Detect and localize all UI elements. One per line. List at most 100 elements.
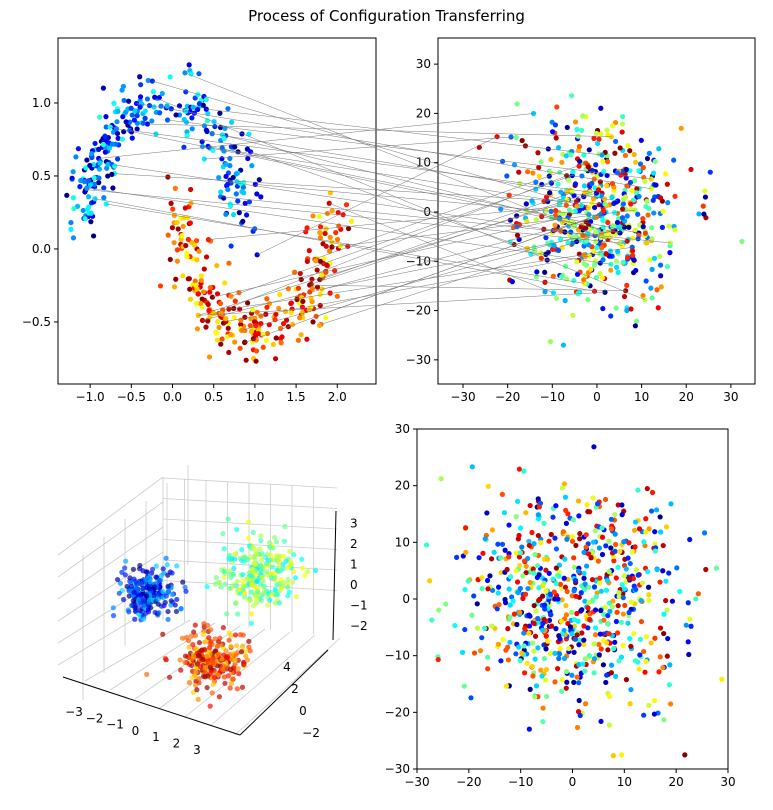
final-point — [585, 509, 591, 515]
transfer-point — [666, 223, 672, 229]
final-point — [592, 632, 599, 638]
transfer-point — [541, 226, 547, 232]
transfer-point — [575, 133, 581, 139]
final-point — [581, 575, 587, 581]
final-point — [489, 623, 495, 629]
final-point — [661, 630, 667, 637]
final-point — [503, 683, 510, 689]
final-point — [563, 668, 570, 675]
input-point — [197, 300, 203, 306]
3d-point-red-orange — [189, 662, 195, 669]
input-point — [278, 340, 284, 346]
transfer-point — [533, 217, 539, 223]
input-point — [133, 100, 140, 107]
transfer-connection-line — [152, 80, 589, 209]
final-point — [585, 605, 591, 611]
3d-point-green-yellow — [281, 538, 287, 544]
transfer-point — [574, 126, 580, 133]
3d-point-green-yellow — [273, 592, 279, 598]
final-point — [657, 579, 663, 585]
final-point — [575, 568, 582, 574]
input-point — [204, 118, 210, 124]
final-point — [608, 662, 615, 668]
transfer-connection-line — [320, 225, 626, 325]
3d-point-green-yellow — [252, 555, 258, 562]
transfer-point — [604, 183, 610, 189]
3d-point-red-orange — [232, 632, 239, 638]
final-point — [652, 529, 658, 535]
transfer-connection-line — [114, 173, 605, 205]
transfer-point — [571, 277, 577, 284]
final-point — [592, 528, 598, 534]
input-point — [89, 154, 95, 161]
input-point — [226, 306, 232, 312]
input-point — [219, 156, 225, 162]
final-point — [500, 636, 506, 643]
3d-point-red-orange — [144, 671, 150, 677]
final-point — [569, 534, 576, 540]
input-point — [277, 292, 283, 298]
input-point — [332, 268, 338, 274]
input-point — [111, 100, 117, 106]
3d-point-green-yellow — [245, 519, 252, 525]
final-point — [454, 554, 460, 560]
final-point — [553, 580, 559, 587]
final-point — [571, 564, 578, 570]
transfer-point — [654, 287, 660, 293]
final-point — [600, 662, 606, 668]
input-point — [195, 106, 201, 113]
3d-point-red-orange — [238, 649, 245, 655]
transfer-point — [570, 169, 576, 175]
3d-point-green-yellow — [267, 544, 273, 550]
input-point — [237, 345, 243, 351]
final-point — [603, 679, 609, 686]
final-point — [693, 596, 699, 602]
input-point — [239, 131, 245, 137]
transfer-point — [650, 197, 656, 203]
transfer-point — [593, 238, 599, 245]
3d-point-blue — [124, 583, 130, 590]
input-point — [227, 155, 233, 162]
transfer-point — [593, 229, 599, 235]
3d-point-green-yellow — [220, 530, 226, 537]
input-point — [114, 130, 121, 137]
3d-point-green-yellow — [212, 581, 218, 587]
input-point — [249, 163, 255, 169]
input-point — [81, 179, 87, 185]
3d-point-green-yellow — [258, 538, 264, 544]
input-point — [64, 192, 70, 198]
3d-point-green-yellow — [234, 578, 240, 585]
input-point — [179, 233, 185, 239]
final-point — [571, 588, 577, 594]
final-point — [591, 584, 598, 590]
3d-point-green-yellow — [261, 583, 267, 590]
final-point — [531, 541, 537, 547]
input-point — [322, 230, 328, 237]
input-point — [97, 160, 103, 166]
final-point — [663, 578, 669, 584]
final-point — [588, 555, 594, 561]
final-point — [524, 660, 530, 666]
3d-point-red-orange — [182, 653, 189, 659]
3d-point-red-orange — [244, 657, 251, 663]
3d-point-green-yellow — [283, 558, 289, 564]
transfer-connection-line — [250, 151, 536, 252]
transfer-point — [625, 142, 631, 149]
final-point — [531, 620, 537, 627]
input-point — [297, 315, 303, 321]
3d-point-red-orange — [206, 660, 212, 666]
input-point — [159, 90, 165, 97]
input-point — [260, 344, 266, 350]
transfer-connection-line — [309, 284, 626, 291]
input-point — [207, 285, 213, 291]
3d-point-red-orange — [198, 647, 205, 653]
input-point — [348, 218, 355, 224]
final-point — [632, 658, 639, 664]
transfer-point — [640, 164, 646, 171]
3d-point-green-yellow — [291, 568, 297, 575]
transfer-connection-line — [241, 237, 574, 331]
final-point — [479, 586, 485, 592]
transfer-point — [600, 217, 606, 223]
3d-point-blue — [131, 589, 137, 595]
final-point — [560, 529, 566, 535]
